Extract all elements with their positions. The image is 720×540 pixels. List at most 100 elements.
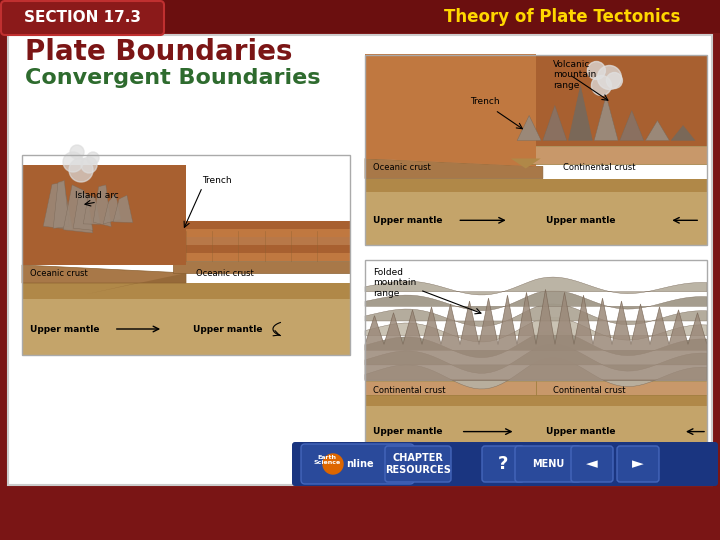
Text: Theory of Plate Tectonics: Theory of Plate Tectonics [444,8,680,26]
Polygon shape [529,145,707,164]
FancyBboxPatch shape [482,446,524,482]
Circle shape [69,158,93,182]
Polygon shape [543,105,567,140]
Circle shape [63,152,83,172]
Polygon shape [365,151,536,166]
Text: Upper mantle: Upper mantle [373,216,443,225]
FancyBboxPatch shape [1,1,164,35]
Bar [173,221,350,229]
Bar [173,245,350,253]
Bar [22,165,186,265]
Polygon shape [84,195,100,224]
Bar [519,55,707,145]
Text: Oceanic crust: Oceanic crust [30,268,88,278]
Bar [365,179,707,192]
Text: Trench: Trench [202,176,232,185]
FancyBboxPatch shape [385,446,451,482]
Polygon shape [569,85,593,140]
Text: ?: ? [498,455,508,473]
Bar [365,381,536,395]
Polygon shape [671,125,695,140]
FancyBboxPatch shape [301,444,414,484]
Circle shape [588,62,606,79]
Polygon shape [43,183,73,230]
Bar [365,406,707,455]
Circle shape [606,72,622,89]
Polygon shape [103,193,121,224]
Polygon shape [365,277,707,295]
Bar [173,253,350,261]
Text: ◄: ◄ [586,456,598,471]
Text: Continental crust: Continental crust [563,163,636,172]
Text: MENU: MENU [532,459,564,469]
Text: Oceanic crust: Oceanic crust [373,163,431,172]
Text: Trench: Trench [470,97,500,106]
Polygon shape [365,143,536,159]
Text: Oceanic crust: Oceanic crust [196,268,253,278]
Text: Continental crust: Continental crust [373,386,446,395]
Polygon shape [365,331,707,357]
Polygon shape [63,185,93,233]
Bar [365,260,707,455]
Polygon shape [173,261,350,273]
Text: Upper mantle: Upper mantle [546,427,616,436]
Text: Volcanic
mountain
range: Volcanic mountain range [553,60,596,90]
Circle shape [70,145,84,159]
Polygon shape [94,185,111,227]
Circle shape [323,454,343,474]
Polygon shape [88,273,186,294]
Polygon shape [365,159,543,179]
Text: Upper mantle: Upper mantle [546,216,616,225]
Text: Plate Boundaries: Plate Boundaries [25,38,292,66]
FancyBboxPatch shape [515,446,581,482]
Polygon shape [365,118,536,134]
Bar [8,35,712,485]
Bar [365,55,707,245]
Polygon shape [620,111,644,140]
Polygon shape [365,134,536,151]
Text: Upper mantle: Upper mantle [373,427,443,436]
Text: ►: ► [632,456,644,471]
Polygon shape [645,120,670,140]
Polygon shape [113,195,132,222]
Polygon shape [365,126,536,143]
Bar [365,192,707,245]
Bar [365,395,707,406]
Text: Folded
mountain
range: Folded mountain range [373,268,416,298]
Polygon shape [365,291,707,310]
Text: Island arc: Island arc [75,191,119,200]
Bar [0,0,720,33]
Polygon shape [73,192,93,230]
Text: nline: nline [346,459,374,469]
Bar [365,54,536,159]
FancyBboxPatch shape [292,442,718,486]
Text: Convergent Boundaries: Convergent Boundaries [25,68,320,88]
Circle shape [598,65,621,90]
Text: O: O [343,457,354,470]
Circle shape [87,152,99,164]
Bar [22,299,350,355]
Text: Earth
Science: Earth Science [313,455,341,465]
Polygon shape [594,96,618,140]
Polygon shape [365,289,707,381]
Polygon shape [365,318,707,342]
Text: CHAPTER
RESOURCES: CHAPTER RESOURCES [385,453,451,475]
Bar [173,237,350,245]
Polygon shape [365,344,707,373]
Polygon shape [365,304,707,326]
Text: Upper mantle: Upper mantle [30,325,99,334]
Polygon shape [22,265,186,283]
Text: Upper mantle: Upper mantle [192,325,262,334]
Text: Continental crust: Continental crust [553,386,626,395]
Circle shape [591,76,611,96]
Polygon shape [517,116,541,140]
Text: SECTION 17.3: SECTION 17.3 [24,10,142,24]
Bar [22,283,350,299]
Circle shape [81,157,97,173]
Bar [173,229,350,237]
Bar [300,445,715,483]
Bar [536,381,707,395]
FancyBboxPatch shape [571,446,613,482]
Polygon shape [510,159,541,168]
Polygon shape [53,180,69,228]
